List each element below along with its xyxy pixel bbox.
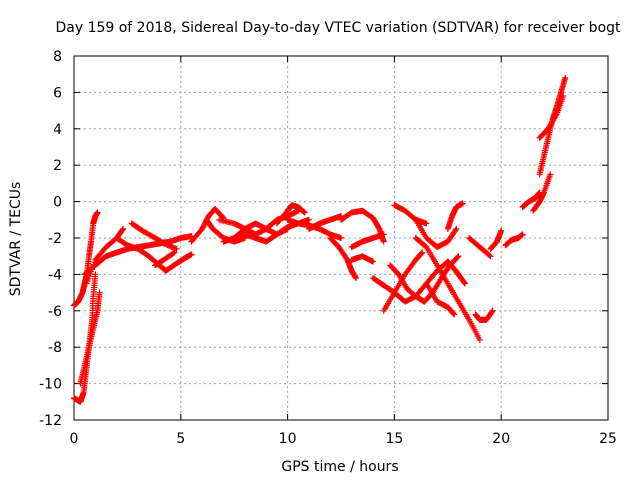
- y-tick-label: 8: [53, 49, 62, 65]
- y-tick-label: 4: [53, 122, 62, 138]
- series-track-18: [327, 235, 359, 282]
- x-tick-label: 15: [385, 431, 403, 447]
- series-track-38: [536, 93, 567, 141]
- series-track-12: [216, 207, 302, 238]
- x-tick-label: 0: [70, 431, 79, 447]
- series-track-08: [162, 251, 195, 274]
- series-track-14: [231, 216, 312, 245]
- data-point: [454, 254, 461, 261]
- series-track-34: [502, 231, 526, 249]
- y-tick-label: -6: [48, 304, 62, 320]
- x-axis-label: GPS time / hours: [281, 459, 398, 475]
- y-tick-label: -12: [39, 413, 62, 429]
- series-track-05: [83, 225, 127, 287]
- series-track-27: [423, 280, 458, 318]
- y-tick-label: 0: [53, 195, 62, 211]
- data-point: [453, 225, 460, 232]
- series-track-23: [380, 249, 426, 314]
- y-tick-label: -2: [48, 231, 62, 247]
- data-marks: [71, 74, 569, 405]
- x-tick-label: 5: [176, 431, 185, 447]
- data-point: [455, 253, 462, 260]
- data-point: [489, 308, 496, 315]
- data-point: [450, 310, 457, 317]
- y-tick-label: -10: [39, 377, 62, 393]
- x-tick-label: 20: [492, 431, 510, 447]
- chart-title: Day 159 of 2018, Sidereal Day-to-day VTE…: [55, 20, 621, 36]
- data-point: [476, 336, 483, 343]
- series-track-36: [530, 171, 554, 214]
- data-point: [461, 279, 468, 286]
- data-point: [120, 225, 127, 232]
- series-track-20: [348, 231, 387, 251]
- data-point: [338, 235, 344, 241]
- series-track-33: [487, 227, 505, 252]
- data-point: [489, 307, 496, 314]
- data-point: [380, 231, 387, 238]
- series-track-07: [128, 220, 180, 252]
- series-track-26: [412, 235, 483, 343]
- series-track-25: [391, 202, 430, 227]
- series-track-09: [152, 249, 178, 269]
- data-point: [370, 258, 377, 265]
- series-track-30: [444, 258, 468, 287]
- data-point: [170, 250, 177, 257]
- data-point: [519, 231, 526, 238]
- data-point: [451, 311, 458, 318]
- data-point: [560, 93, 567, 100]
- y-axis-label: SDTVAR / TECUs: [8, 182, 24, 297]
- series-track-03: [77, 289, 103, 387]
- data-point: [352, 275, 359, 282]
- series-track-29: [444, 200, 466, 232]
- y-tick-label: 6: [53, 85, 62, 101]
- data-point: [423, 220, 430, 227]
- data-point: [486, 252, 493, 259]
- series-track-28: [412, 216, 460, 251]
- x-tick-label: 25: [599, 431, 617, 447]
- data-point: [173, 245, 180, 252]
- y-tick-label: -8: [48, 340, 62, 356]
- axes: 0 5 10 15 20 25 -12 -10 -8 -6 -4 -2 0 2 4 6 8: [39, 49, 617, 447]
- data-point: [461, 280, 468, 287]
- data-point: [301, 209, 308, 216]
- data-point: [418, 250, 425, 257]
- data-point: [96, 289, 103, 296]
- data-point: [498, 227, 505, 234]
- data-point: [419, 249, 426, 256]
- data-point: [562, 74, 569, 81]
- data-point: [94, 209, 101, 216]
- data-point: [188, 251, 195, 258]
- series-track-32: [472, 307, 496, 323]
- data-point: [380, 238, 387, 245]
- y-tick-label: 2: [53, 158, 62, 174]
- data-point: [459, 200, 466, 207]
- data-point: [452, 227, 459, 234]
- series-track-31: [466, 235, 494, 260]
- series-track-21: [348, 253, 377, 265]
- series-track-35: [519, 189, 543, 211]
- data-point: [92, 271, 99, 278]
- data-point: [547, 171, 554, 178]
- x-tick-label: 10: [279, 431, 297, 447]
- data-point: [305, 216, 312, 223]
- series-track-15: [273, 202, 308, 227]
- data-point: [119, 226, 126, 233]
- y-tick-label: -4: [48, 267, 62, 283]
- data-point: [171, 249, 178, 256]
- data-point: [487, 253, 494, 260]
